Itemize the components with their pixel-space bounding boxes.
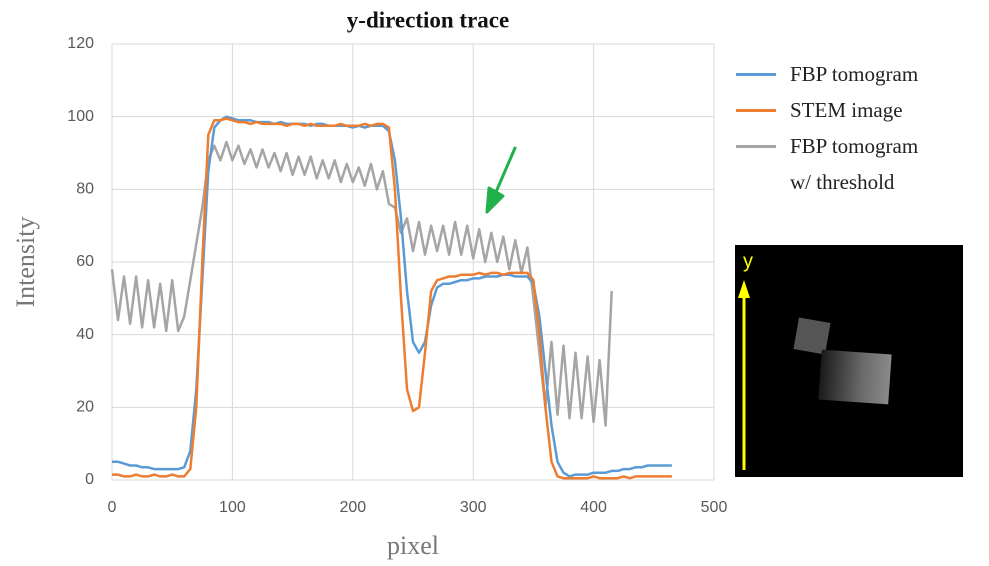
x-tick-label: 300 <box>460 499 487 516</box>
legend-swatch <box>736 145 776 148</box>
legend-label: FBP tomogram <box>790 56 925 92</box>
legend-swatch <box>736 109 776 112</box>
legend-label: FBP tomogram w/ threshold <box>790 128 925 200</box>
page: y-direction trace pixel Intensity 0 20 40 6… <box>0 0 989 566</box>
x-axis-title: pixel <box>387 531 439 560</box>
arrow <box>487 148 515 212</box>
y-tick-label: 60 <box>76 253 94 270</box>
inset-label: y <box>743 250 753 272</box>
y-tick-label: 100 <box>67 108 94 125</box>
legend-label: STEM image <box>790 92 925 128</box>
y-tick-label: 80 <box>76 181 94 198</box>
inset-square <box>793 317 830 354</box>
series-line <box>112 119 672 479</box>
x-tick-label: 0 <box>108 499 117 516</box>
y-axis-title: Intensity <box>11 217 40 308</box>
legend-item: FBP tomogram <box>736 56 925 92</box>
inset-slab <box>818 350 891 405</box>
x-tick-label: 400 <box>580 499 607 516</box>
x-tick-label: 100 <box>219 499 246 516</box>
inset-image: y <box>735 245 963 477</box>
y-tick-label: 0 <box>85 471 94 488</box>
y-tick-label: 40 <box>76 326 94 343</box>
legend-item: FBP tomogram w/ threshold <box>736 128 925 200</box>
y-tick-label: 20 <box>76 399 94 416</box>
x-tick-label: 200 <box>339 499 366 516</box>
legend-item: STEM image <box>736 92 925 128</box>
plot-area: 0 20 40 60 80 100 120 0 100 200 300 400 500 <box>67 35 727 516</box>
x-tick-label: 500 <box>701 499 728 516</box>
legend-swatch <box>736 73 776 76</box>
chart-title: y-direction trace <box>347 7 509 32</box>
series-line <box>112 142 612 425</box>
y-tick-label: 120 <box>67 35 94 52</box>
